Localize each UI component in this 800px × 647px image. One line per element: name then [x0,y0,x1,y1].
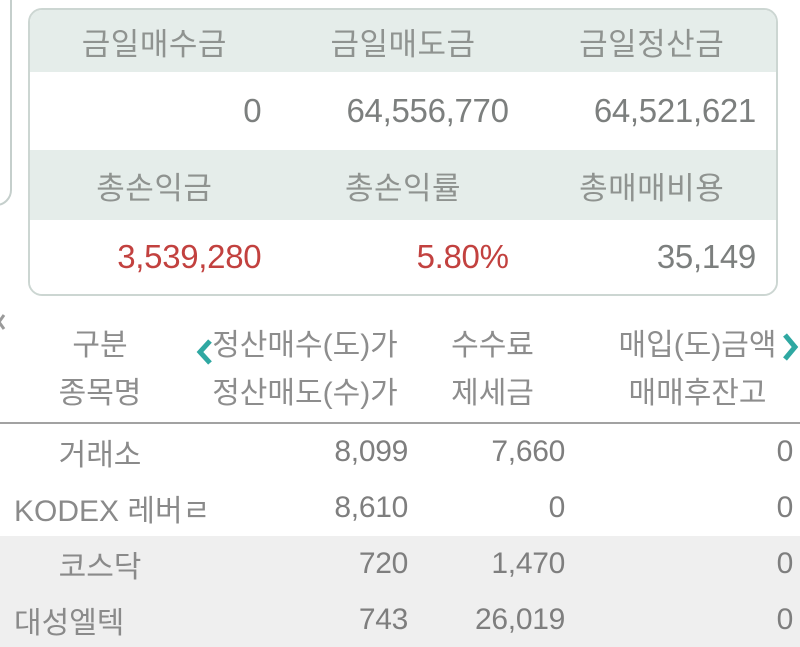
previous-card-edge [0,0,12,206]
value-total-profit-rate: 5.80% [416,238,509,275]
col-header-category: 구분 [72,329,128,362]
cell-category: 코스닥 [58,551,142,584]
col-header-tax: 제세금 [451,377,534,410]
value-total-profit-amount: 3,539,280 [117,238,262,275]
col-header-settle-buy-price: 정산매수(도)가 [212,329,398,362]
cell-purchase-amount: 0 [776,547,794,580]
chevron-right-icon[interactable] [781,332,799,362]
cell-settle-sell-price: 8,610 [334,491,408,524]
col-header-settle-sell-price: 정산매도(수)가 [212,377,398,410]
cell-stock-name: KODEX 레버ㄹ [14,495,211,528]
cell-tax: 26,019 [475,603,565,636]
label-total-profit-amount: 총손익금 [96,170,213,206]
summary-header-row-1: 금일매수금 금일매도금 금일정산금 [30,10,776,72]
table-header: 구분 정산매수(도)가 수수료 매입(도)금액 종목명 정산매도(수)가 제세금… [0,310,800,424]
cell-stock-name: 대성엘텍 [14,607,125,640]
value-today-sell-amount: 64,556,770 [346,92,509,129]
cell-category: 거래소 [58,439,142,472]
table-header-line-1: 구분 정산매수(도)가 수수료 매입(도)금액 [0,318,800,366]
value-today-buy-amount: 0 [243,92,262,129]
cell-commission: 1,470 [491,547,565,580]
label-today-settlement-amount: 금일정산금 [579,26,725,62]
table-row-exchange: 거래소 8,099 7,660 0 [0,424,800,480]
summary-values-row-1: 0 64,556,770 64,521,621 [30,72,776,150]
summary-values-row-2: 3,539,280 5.80% 35,149 [30,220,776,294]
cell-balance-after-trade: 0 [776,491,794,524]
table-row-stock-daesung: 대성엘텍 743 26,019 0 [0,592,800,647]
table-row-group-kospi[interactable]: 거래소 8,099 7,660 0 KODEX 레버ㄹ 8,610 0 0 [0,424,800,536]
label-today-buy-amount: 금일매수금 [81,26,227,62]
cell-commission: 7,660 [491,435,565,468]
cell-settle-buy-price: 720 [358,547,408,580]
col-header-purchase-amount: 매입(도)금액 [618,329,777,362]
table-header-line-2: 종목명 정산매도(수)가 제세금 매매후잔고 [0,366,800,414]
table-row-group-kosdaq[interactable]: 코스닥 720 1,470 0 대성엘텍 743 26,019 0 [0,536,800,647]
chevron-left-icon[interactable] [196,338,214,366]
summary-header-row-2: 총손익금 총손익률 총매매비용 [30,150,776,220]
value-today-settlement-amount: 64,521,621 [593,92,756,129]
left-edge-scroll-remnant-icon [0,314,6,330]
label-today-sell-amount: 금일매도금 [330,26,476,62]
cell-purchase-amount: 0 [776,435,794,468]
label-total-profit-rate: 총손익률 [344,170,462,206]
daily-summary-card[interactable]: 금일매수금 금일매도금 금일정산금 0 64,556,770 64,521,62… [28,8,778,296]
value-total-trading-cost: 35,149 [656,238,756,275]
cell-settle-sell-price: 743 [358,603,408,636]
col-header-commission: 수수료 [451,329,534,362]
label-total-trading-cost: 총매매비용 [579,170,725,206]
col-header-stock-name: 종목명 [58,377,142,410]
table-row-kosdaq: 코스닥 720 1,470 0 [0,536,800,592]
col-header-balance-after-trade: 매매후잔고 [628,377,767,410]
cell-settle-buy-price: 8,099 [334,435,408,468]
cell-balance-after-trade: 0 [776,603,794,636]
table-row-stock-kodex: KODEX 레버ㄹ 8,610 0 0 [0,480,800,536]
settlement-table: 구분 정산매수(도)가 수수료 매입(도)금액 종목명 정산매도(수)가 제세금… [0,310,800,647]
cell-tax: 0 [548,491,566,524]
